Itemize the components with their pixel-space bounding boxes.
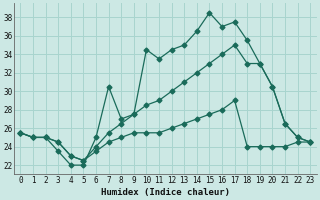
X-axis label: Humidex (Indice chaleur): Humidex (Indice chaleur): [101, 188, 230, 197]
